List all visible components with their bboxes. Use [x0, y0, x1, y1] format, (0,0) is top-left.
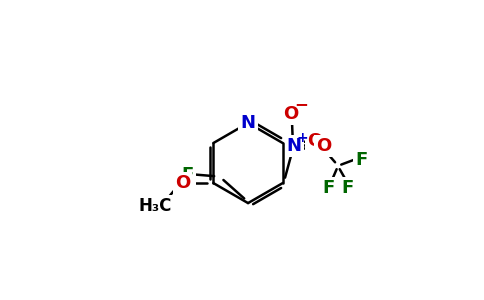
Text: N: N: [287, 137, 302, 155]
Text: O: O: [175, 174, 190, 192]
Text: F: F: [323, 179, 335, 197]
Text: O: O: [316, 137, 331, 155]
Text: H₃C: H₃C: [139, 197, 172, 215]
Text: F: F: [355, 151, 367, 169]
Text: F: F: [341, 179, 353, 197]
Text: O: O: [283, 105, 298, 123]
Text: +: +: [297, 131, 309, 146]
Text: −: −: [294, 95, 308, 113]
Text: F: F: [182, 166, 194, 184]
Text: O: O: [307, 133, 323, 151]
Text: N: N: [241, 114, 256, 132]
